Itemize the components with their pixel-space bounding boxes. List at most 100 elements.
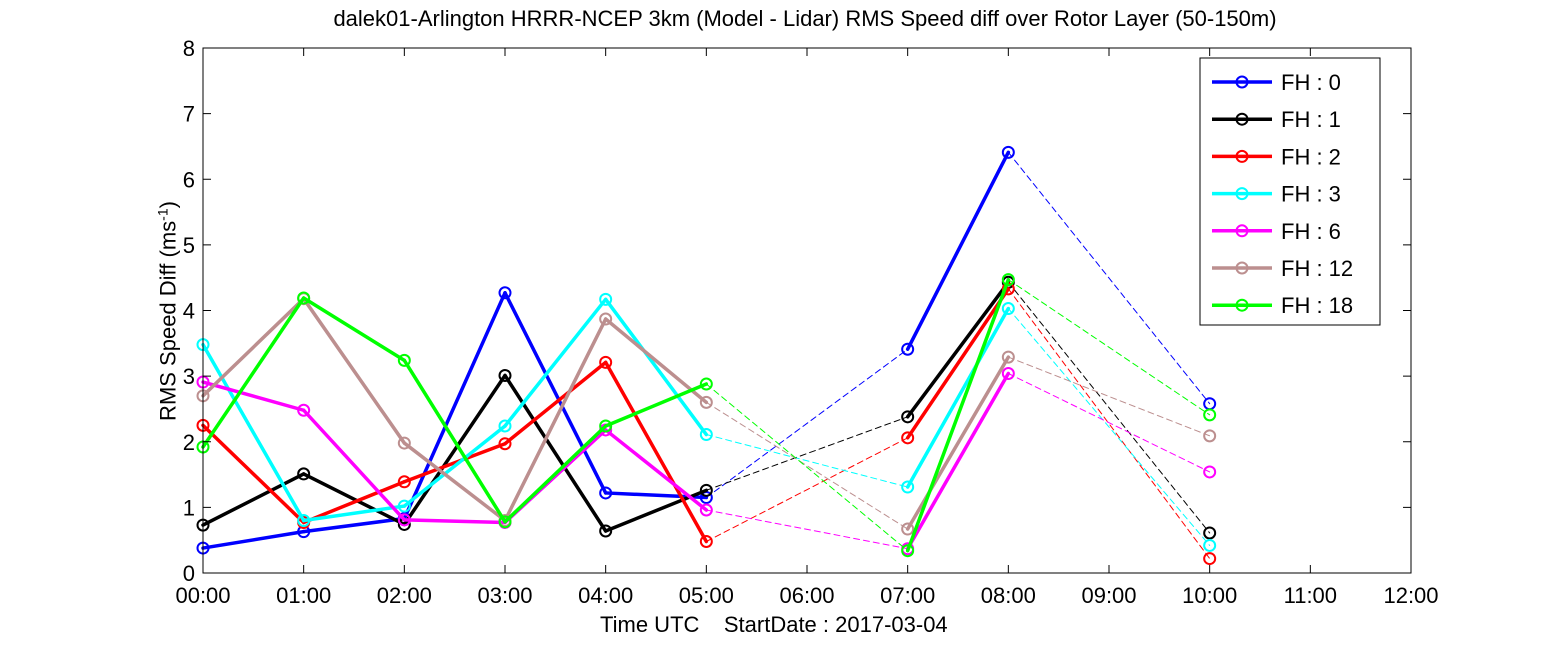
series-line-segment	[603, 317, 709, 405]
data-point	[1203, 526, 1217, 540]
legend-swatch-marker	[1235, 75, 1249, 89]
data-point	[901, 544, 915, 558]
data-point	[1203, 465, 1217, 479]
chart-title: dalek01-Arlington HRRR-NCEP 3km (Model -…	[333, 6, 1277, 31]
y-tick-label: 6	[183, 167, 195, 192]
legend-swatch-marker	[1235, 112, 1249, 126]
series-gap-segment	[1007, 279, 1211, 416]
x-tick-label: 10:00	[1182, 583, 1237, 608]
series-line-segment	[402, 373, 507, 527]
data-point	[1001, 273, 1015, 287]
series-line-segment	[603, 360, 709, 544]
data-point	[498, 515, 512, 529]
data-point	[699, 503, 713, 517]
legend-entry-label: FH : 6	[1281, 219, 1341, 244]
data-point	[297, 403, 311, 417]
data-point	[599, 419, 613, 433]
series-layer	[196, 145, 1217, 566]
data-point	[397, 499, 411, 513]
data-point	[699, 428, 713, 442]
series-line-segment	[301, 472, 407, 527]
start-date-label: StartDate : 2017-03-04	[723, 612, 948, 637]
data-point	[901, 342, 915, 356]
series-line-segment	[402, 424, 507, 508]
data-point	[297, 467, 311, 481]
x-tick-label: 11:00	[1284, 583, 1337, 608]
y-tick-label: 5	[183, 233, 195, 258]
legend-swatch-marker	[1235, 298, 1249, 312]
x-tick-label: 06:00	[779, 583, 834, 608]
series-line-segment	[905, 277, 1011, 553]
series-line-segment	[905, 306, 1011, 489]
data-point	[397, 353, 411, 367]
data-point	[901, 480, 915, 494]
legend-box	[1199, 57, 1381, 326]
data-point	[1203, 538, 1217, 552]
legend-swatch-marker	[1235, 224, 1249, 238]
series-line-segment	[402, 518, 507, 525]
x-tick-label: 08:00	[981, 583, 1036, 608]
legend-entry-label: FH : 2	[1281, 144, 1341, 169]
data-point	[901, 431, 915, 445]
data-point	[397, 513, 411, 527]
x-tick-label: 01:00	[276, 583, 331, 608]
legend-entry-label: FH : 12	[1281, 256, 1353, 281]
x-tick-label: 09:00	[1081, 583, 1136, 608]
series-4	[196, 292, 1217, 552]
data-point	[1001, 145, 1015, 159]
y-tick-label: 0	[183, 561, 195, 586]
x-tick-label: 04:00	[578, 583, 633, 608]
series-gap-segment	[1007, 356, 1211, 437]
series-gap-segment	[705, 434, 909, 488]
series-line-segment	[905, 287, 1011, 440]
series-1	[196, 145, 1217, 555]
data-point	[498, 419, 512, 433]
legend: FH : 0 FH : 1 FH : 2 FH : 3 FH : 6 FH : 12 FH …	[1199, 57, 1381, 326]
series-gap-segment	[1007, 281, 1211, 534]
x-tick-label: 07:00	[880, 583, 935, 608]
series-line-segment	[402, 358, 507, 524]
legend-swatch-marker	[1235, 261, 1249, 275]
series-line-segment	[603, 382, 709, 428]
data-point	[599, 312, 613, 326]
x-axis-label: Time UTC StartDate : 2017-03-04	[600, 612, 948, 638]
series-line-segment	[905, 355, 1011, 531]
series-line-segment	[301, 516, 407, 534]
series-gap-segment	[1007, 308, 1211, 546]
y-tick-label: 2	[183, 430, 195, 455]
series-line-segment	[201, 529, 306, 550]
series-line-segment	[503, 317, 608, 523]
series-line-segment	[301, 296, 407, 445]
data-point	[498, 286, 512, 300]
data-point	[599, 355, 613, 369]
x-tick-label: 03:00	[477, 583, 532, 608]
series-line-segment	[905, 280, 1011, 419]
data-point	[397, 475, 411, 489]
data-point	[297, 291, 311, 305]
x-tick-label: 02:00	[377, 583, 432, 608]
data-point	[1001, 302, 1015, 316]
data-point	[397, 436, 411, 450]
series-line-segment	[503, 291, 608, 495]
series-gap-segment	[705, 437, 909, 542]
series-line-segment	[603, 428, 709, 512]
series-line-segment	[503, 424, 608, 524]
data-point	[599, 524, 613, 538]
y-tick-label: 7	[183, 102, 195, 127]
series-line-segment	[201, 380, 306, 412]
y-tick-label: 8	[183, 36, 195, 61]
legend-entry-label: FH : 1	[1281, 107, 1341, 132]
series-line-segment	[905, 150, 1011, 351]
series-6	[196, 292, 1217, 536]
y-tick-label: 1	[183, 495, 195, 520]
data-point	[498, 437, 512, 451]
series-line-segment	[402, 441, 507, 523]
data-point	[901, 410, 915, 424]
data-point	[1203, 552, 1217, 566]
legend-entry-label: FH : 18	[1281, 293, 1353, 318]
data-point	[1203, 408, 1217, 422]
series-line-segment	[603, 297, 709, 437]
series-line-segment	[201, 472, 306, 527]
series-gap-segment	[1007, 373, 1211, 473]
